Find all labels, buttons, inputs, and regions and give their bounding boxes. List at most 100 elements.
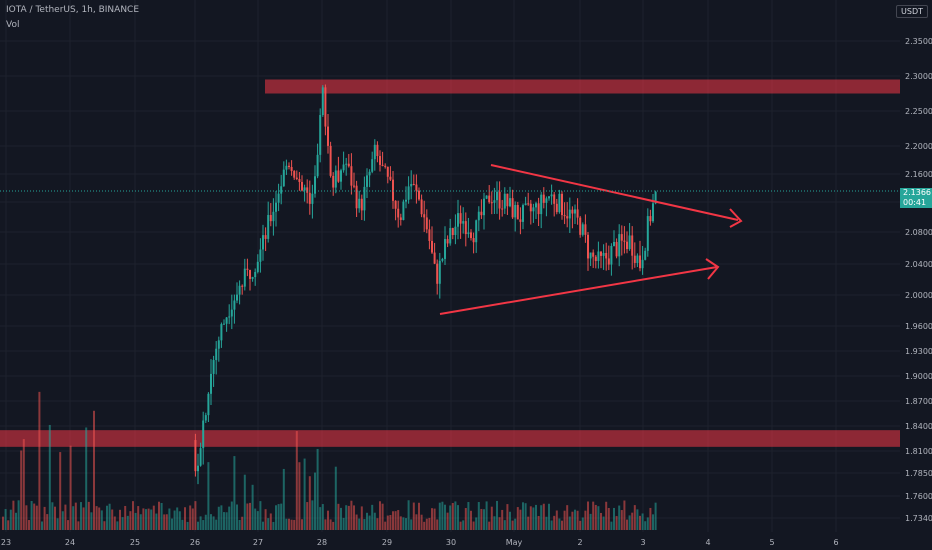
volume-bar: [379, 501, 381, 530]
volume-bar: [384, 521, 387, 530]
volume-bar: [69, 445, 72, 530]
volume-bar: [615, 516, 618, 530]
volume-bar: [223, 512, 225, 530]
volume-bar: [594, 504, 597, 530]
volume-bar: [171, 518, 173, 530]
candle-body: [519, 219, 522, 222]
candle-body: [194, 440, 197, 472]
currency-badge[interactable]: USDT: [896, 5, 928, 18]
candle-body: [514, 204, 517, 218]
candle-body: [613, 241, 615, 246]
volume-bar: [558, 518, 561, 530]
volume-bar: [519, 509, 522, 530]
volume-bar: [204, 514, 207, 530]
volume-bar: [106, 505, 108, 530]
candle-body: [626, 241, 628, 250]
candle-body: [293, 171, 296, 178]
volume-bar: [449, 505, 452, 530]
volume-bar: [311, 500, 314, 530]
candle-body: [321, 87, 324, 116]
volume-bar: [548, 503, 550, 530]
candle-body: [288, 165, 290, 167]
volume-bar: [389, 515, 392, 530]
candle-body: [537, 203, 540, 215]
volume-bar: [581, 517, 584, 530]
x-tick-label: 6: [833, 538, 838, 547]
candle-body: [475, 220, 478, 243]
candle-body: [249, 269, 251, 279]
volume-bar: [542, 503, 545, 530]
volume-bar: [225, 512, 228, 530]
volume-bar: [259, 501, 262, 530]
volume-bar: [74, 502, 77, 530]
candle-body: [459, 213, 462, 224]
candle-body: [264, 235, 267, 239]
volume-bar: [178, 511, 181, 530]
volume-bar: [103, 521, 106, 530]
candle-body: [303, 187, 306, 191]
candle-body: [654, 191, 657, 204]
candle-body: [644, 250, 647, 260]
candle-body: [210, 373, 212, 394]
volume-bar: [605, 501, 608, 530]
candle-body: [327, 126, 329, 146]
candle-body: [428, 229, 431, 241]
candle-body: [558, 193, 561, 213]
candle-body: [228, 316, 231, 318]
volume-bar: [303, 458, 306, 530]
volume-bar: [282, 468, 285, 530]
volume-bar: [360, 506, 363, 530]
candle-body: [412, 183, 415, 185]
candle-body: [602, 252, 605, 256]
candle-body: [397, 208, 400, 218]
volume-bar: [535, 504, 537, 530]
candle-body: [407, 186, 410, 200]
candle-body: [550, 194, 553, 197]
volume-bar: [134, 512, 137, 530]
volume-bar: [561, 520, 563, 530]
volume-bar: [249, 502, 251, 530]
volume-bar: [639, 515, 641, 530]
volume-bar: [358, 518, 361, 530]
candle-body: [262, 235, 264, 250]
x-tick-label: 24: [65, 538, 75, 547]
candle-body: [600, 251, 602, 256]
candle-body: [410, 183, 413, 187]
volume-bar: [516, 507, 519, 530]
candle-body: [652, 203, 654, 222]
volume-bar: [181, 519, 184, 530]
volume-bar: [493, 516, 496, 530]
candle-body: [589, 252, 592, 259]
volume-bar: [485, 501, 488, 530]
volume-bar: [626, 519, 628, 530]
volume-bar: [280, 503, 283, 530]
volume-bar: [77, 521, 80, 530]
candle-body: [254, 271, 257, 278]
volume-bar: [158, 501, 160, 530]
volume-bar: [646, 517, 649, 530]
volume-bar: [496, 500, 498, 530]
volume-bar: [314, 472, 316, 530]
y-tick-label: 2.0400: [905, 260, 932, 269]
volume-bar: [295, 431, 298, 530]
support-zone: [0, 430, 900, 447]
volume-bar: [264, 509, 267, 530]
candle-body: [449, 228, 452, 244]
volume-bar: [649, 507, 652, 530]
y-tick-label: 1.8100: [905, 447, 932, 456]
candle-body: [392, 179, 394, 201]
volume-bar: [217, 506, 220, 530]
lower-trendline: [439, 266, 718, 315]
volume-bar: [46, 514, 49, 530]
candle-body: [496, 191, 498, 201]
volume-bar: [90, 512, 93, 530]
volume-bar: [410, 519, 413, 530]
volume-bar: [522, 502, 524, 530]
volume-bar: [415, 514, 418, 530]
volume-bar: [511, 520, 514, 530]
candle-body: [581, 224, 584, 235]
volume-bar: [568, 516, 571, 530]
candle-body: [470, 232, 472, 239]
candle-body: [623, 240, 626, 242]
